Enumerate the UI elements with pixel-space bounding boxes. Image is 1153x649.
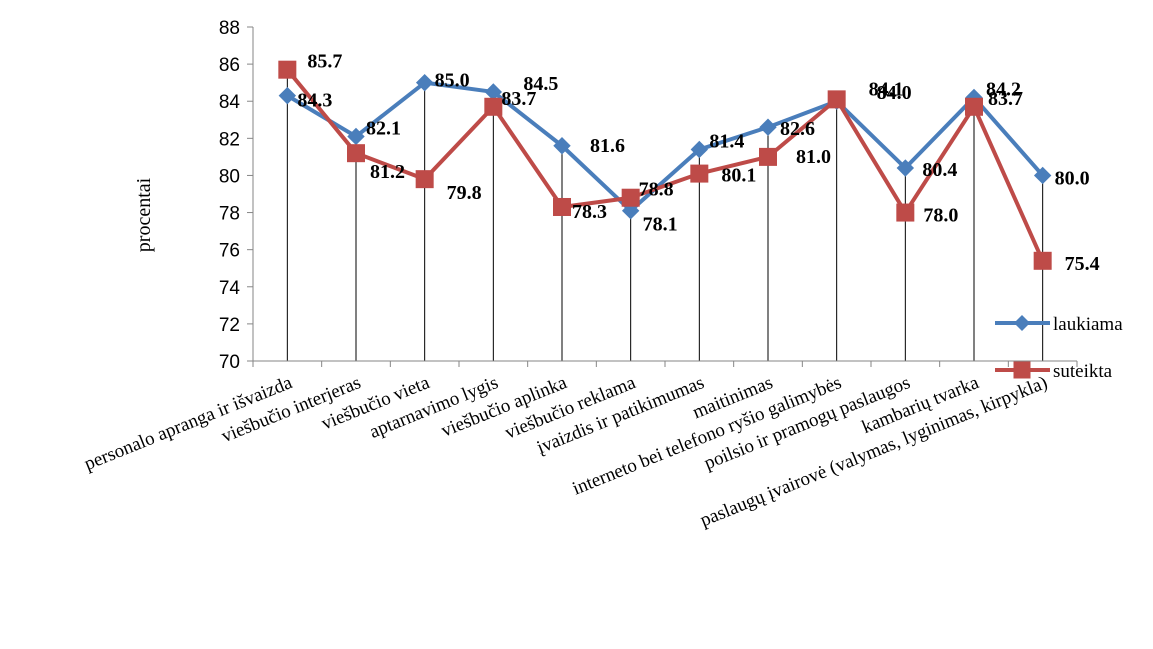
y-axis-title: procentai (133, 177, 155, 252)
data-label-suteikta: 75.4 (1065, 253, 1100, 275)
data-point (415, 170, 434, 189)
series-line-laukiama (286, 80, 1045, 213)
data-point (896, 203, 915, 222)
data-point (827, 90, 846, 109)
data-label-suteikta: 78.0 (923, 205, 958, 227)
data-label-laukiama: 85.0 (435, 70, 470, 92)
data-label-laukiama: 84.5 (523, 73, 558, 95)
data-label-suteikta: 78.3 (572, 201, 607, 223)
data-point (690, 140, 709, 159)
y-tick-label: 78 (219, 204, 240, 225)
series-line-suteikta (285, 68, 1045, 262)
series-laukiama (278, 73, 1052, 220)
y-axis: 70 72 74 76 78 80 82 84 86 88 (219, 18, 254, 373)
data-point (278, 86, 297, 105)
data-label-suteikta: 78.8 (639, 179, 674, 201)
data-label-laukiama: 78.1 (643, 214, 678, 236)
y-tick-label: 72 (219, 315, 240, 336)
data-label-suteikta: 83.7 (501, 88, 536, 110)
data-point (759, 147, 777, 166)
data-point (553, 197, 571, 216)
data-point (759, 118, 777, 136)
data-label-laukiama: 80.4 (922, 159, 957, 181)
y-tick-label: 84 (219, 92, 241, 113)
data-label-laukiama: 82.1 (366, 117, 401, 139)
y-tick-label: 82 (219, 129, 240, 150)
data-label-laukiama: 84.3 (297, 90, 332, 112)
y-tick-label: 74 (219, 278, 241, 299)
data-label-suteikta: 84.1 (869, 78, 904, 100)
legend-label-suteikta: suteikta (1053, 361, 1113, 382)
data-label-laukiama: 80.0 (1055, 167, 1090, 189)
data-point (484, 97, 503, 116)
legend-label-laukiama: laukiama (1053, 314, 1123, 335)
data-label-suteikta: 81.2 (370, 161, 405, 183)
data-label-laukiama: 84.0 (877, 82, 912, 104)
data-point (347, 144, 365, 163)
y-tick-label: 80 (219, 166, 240, 187)
legend: laukiama suteikta (995, 314, 1123, 382)
data-labels: 84.3 82.1 85.0 84.5 81.6 78.1 81.4 82.6 84.0 80.4… (297, 51, 1099, 275)
y-tick-label: 88 (219, 18, 240, 39)
legend-marker-laukiama (1014, 315, 1030, 331)
data-label-laukiama: 82.6 (780, 118, 815, 140)
y-tick-label: 76 (219, 241, 240, 262)
drop-lines (286, 69, 1044, 361)
series-layer (278, 60, 1052, 270)
data-label-suteikta: 81.0 (796, 146, 831, 168)
data-label-laukiama: 81.6 (590, 135, 625, 157)
y-tick-label: 86 (219, 55, 240, 76)
legend-marker-suteikta (1013, 361, 1031, 379)
data-label-laukiama: 81.4 (709, 130, 744, 152)
data-point (415, 73, 434, 92)
data-label-laukiama: 84.2 (986, 79, 1021, 101)
data-point (690, 164, 709, 183)
data-label-suteikta: 85.7 (307, 51, 342, 73)
data-point (965, 97, 983, 116)
data-label-suteikta: 83.7 (988, 88, 1023, 110)
data-point (553, 137, 571, 155)
data-point (1033, 166, 1052, 185)
series-suteikta (278, 60, 1052, 270)
data-point (621, 188, 640, 207)
data-label-suteikta: 80.1 (721, 165, 756, 187)
data-point (1033, 251, 1052, 270)
data-label-suteikta: 79.8 (447, 182, 482, 204)
y-tick-label: 70 (219, 352, 240, 373)
data-point (278, 60, 297, 79)
data-point (896, 159, 915, 177)
